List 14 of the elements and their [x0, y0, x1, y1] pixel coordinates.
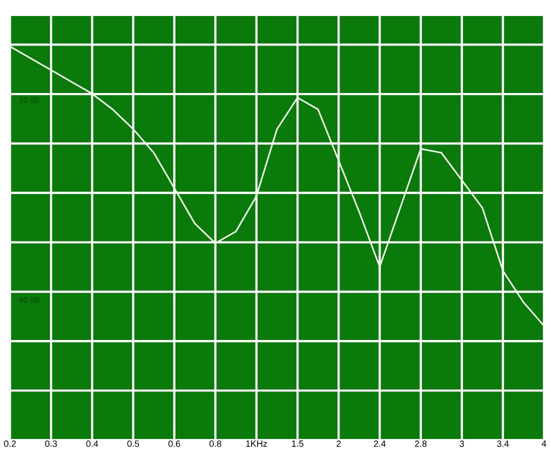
x-tick-label: 0.3 [45, 440, 57, 447]
x-tick-label: 1KHz [246, 440, 267, 447]
x-tick-label: 0.4 [86, 440, 98, 447]
x-tick-label: 3 [460, 440, 464, 447]
x-tick-label: 2.4 [374, 440, 386, 447]
x-tick-label: 0.8 [210, 440, 222, 447]
x-tick-label: 0.2 [4, 440, 16, 447]
x-tick-label: 0.5 [127, 440, 140, 447]
x-tick-label: 4 [542, 440, 546, 447]
x-tick-label: 3.4 [497, 440, 509, 447]
x-tick-label: 0.6 [168, 440, 180, 447]
x-tick-label: 1.5 [292, 440, 304, 447]
x-tick-label: 2.8 [414, 440, 427, 447]
x-tick-label: 2 [336, 440, 341, 447]
